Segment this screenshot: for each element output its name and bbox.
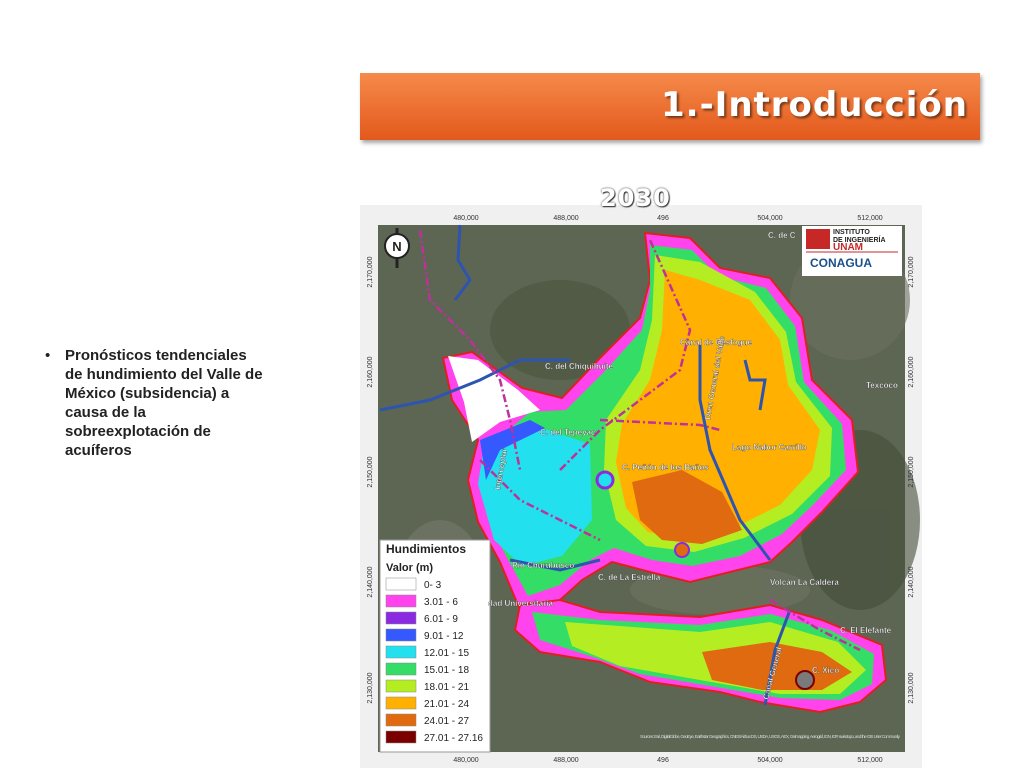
y-coordinate: 2,140,000 (367, 566, 374, 597)
y-coordinate: 2,130,000 (367, 672, 374, 703)
bullet-list: Pronósticos tendenciales de hundimiento … (45, 346, 265, 460)
legend-label: 15.01 - 18 (424, 665, 469, 676)
legend-label: 3.01 - 6 (424, 597, 458, 608)
subsidence-zones (441, 231, 888, 714)
place-label: C. de C (768, 231, 796, 240)
bullet: Pronósticos tendenciales de hundimiento … (45, 346, 265, 460)
legend-label: 18.01 - 21 (424, 682, 469, 693)
x-coordinate: 496 (657, 757, 669, 764)
legend-swatch (385, 730, 417, 744)
logo-text: CONAGUA (810, 256, 872, 270)
legend-swatch (385, 662, 417, 676)
place-label: Texcoco (866, 381, 898, 390)
logo-icon (806, 229, 830, 249)
x-coordinate: 512,000 (857, 757, 882, 764)
legend-swatch (385, 645, 417, 659)
legend-title: Hundimientos (386, 542, 466, 556)
place-label: C. Peñón de los Baños (622, 463, 709, 472)
map-credits: Sources: Esri, DigitalGlobe, GeoEye, Ear… (640, 734, 901, 739)
place-label: Lago Nabor Carrillo (732, 443, 807, 452)
y-coordinate: 2,140,000 (908, 566, 915, 597)
logo-text: UNAM (833, 242, 863, 253)
legend-subtitle: Valor (m) (386, 562, 433, 574)
x-coordinate: 512,000 (857, 215, 882, 222)
place-label: dad Universitaria (488, 599, 553, 608)
roads (418, 229, 861, 652)
legend-label: 24.01 - 27 (424, 716, 469, 727)
legend-label: 6.01 - 9 (424, 614, 458, 625)
place-label: Río Churubusco (512, 561, 574, 570)
logo-text: DE INGENIERÍA (833, 235, 886, 244)
y-coordinate: 2,170,000 (367, 256, 374, 287)
y-coordinate: 2,150,000 (367, 456, 374, 487)
svg-text:N: N (392, 239, 401, 254)
legend-swatch (385, 577, 417, 591)
logo-text: INSTITUTO (833, 229, 870, 236)
place-label: C. de La Estrella (598, 573, 661, 582)
y-coordinate: 2,160,000 (367, 356, 374, 387)
y-coordinate: 2,150,000 (908, 456, 915, 487)
place-label: C. Xico (812, 666, 839, 675)
map-year: 2030 (600, 184, 671, 212)
place-label: Canal de Desfogue (680, 338, 753, 347)
north-arrow: N (384, 228, 410, 268)
legend-swatch (385, 594, 417, 608)
x-coordinate: 488,000 (553, 757, 578, 764)
x-coordinate: 496 (657, 215, 669, 222)
y-coordinate: 2,130,000 (908, 672, 915, 703)
legend-label: 21.01 - 24 (424, 699, 469, 710)
x-coordinate: 480,000 (453, 757, 478, 764)
legend-label: 0- 3 (424, 580, 442, 591)
x-coordinate: 488,000 (553, 215, 578, 222)
y-coordinate: 2,160,000 (908, 356, 915, 387)
legend-label: 9.01 - 12 (424, 631, 464, 642)
legend-label: 12.01 - 15 (424, 648, 469, 659)
legend-swatch (385, 696, 417, 710)
legend-swatch (385, 713, 417, 727)
legend-swatch (385, 679, 417, 693)
place-label: C. del Chiquihuite (545, 362, 614, 371)
title: 1.-Introducción (661, 85, 968, 125)
x-coordinate: 504,000 (757, 215, 782, 222)
legend-swatch (385, 628, 417, 642)
x-coordinate: 480,000 (453, 215, 478, 222)
legend-swatch (385, 611, 417, 625)
legend-label: 27.01 - 27.16 (424, 733, 483, 744)
place-label: Volcán La Caldera (770, 578, 839, 587)
y-coordinate: 2,170,000 (908, 256, 915, 287)
place-label: C. El Elefante (840, 626, 892, 635)
canals (379, 224, 792, 706)
place-label: C. del Tepeyac (540, 428, 596, 437)
x-coordinate: 504,000 (757, 757, 782, 764)
title-bar: 1.-Introducción (360, 73, 980, 140)
